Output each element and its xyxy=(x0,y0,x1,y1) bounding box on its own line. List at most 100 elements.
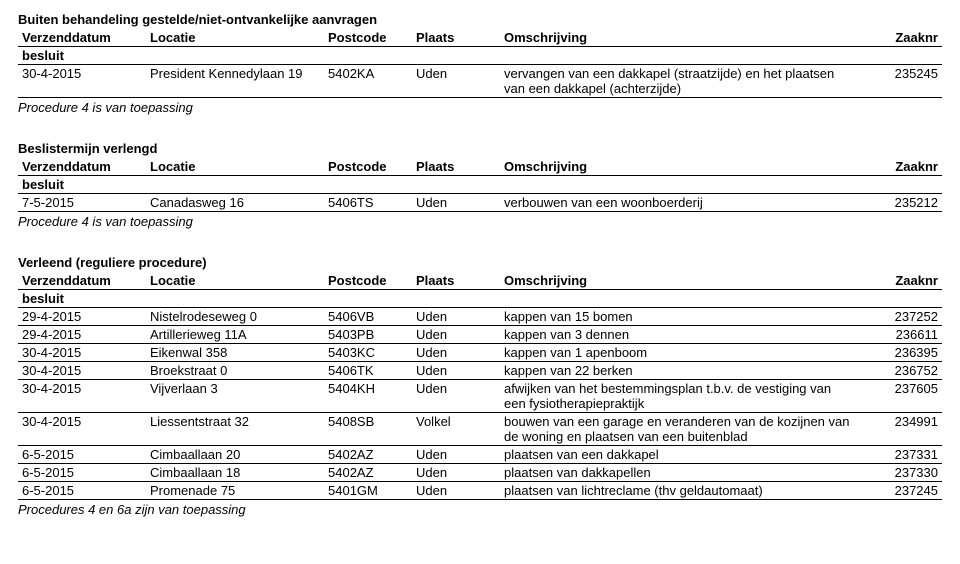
section-title: Verleend (reguliere procedure) xyxy=(18,255,942,270)
column-header: Plaats xyxy=(412,158,500,176)
data-table: VerzenddatumLocatiePostcodePlaatsOmschri… xyxy=(18,272,942,500)
table-cell: Uden xyxy=(412,482,500,500)
table-cell: 6-5-2015 xyxy=(18,464,146,482)
table-row: 30-4-2015Eikenwal 3585403KCUdenkappen va… xyxy=(18,344,942,362)
table-cell: 236752 xyxy=(854,362,942,380)
table-cell: 235245 xyxy=(854,65,942,98)
table-cell: 235212 xyxy=(854,194,942,212)
table-cell: 5406TK xyxy=(324,362,412,380)
table-cell: 5402AZ xyxy=(324,464,412,482)
table-cell: Promenade 75 xyxy=(146,482,324,500)
column-header: Omschrijving xyxy=(500,29,854,47)
column-header: Plaats xyxy=(412,272,500,290)
data-table: VerzenddatumLocatiePostcodePlaatsOmschri… xyxy=(18,29,942,98)
table-cell: kappen van 3 dennen xyxy=(500,326,854,344)
table-cell: Vijverlaan 3 xyxy=(146,380,324,413)
table-cell: kappen van 15 bomen xyxy=(500,308,854,326)
table-row: 6-5-2015Cimbaallaan 185402AZUdenplaatsen… xyxy=(18,464,942,482)
subheader-besluit: besluit xyxy=(18,290,146,308)
table-cell: Uden xyxy=(412,446,500,464)
table-cell: 30-4-2015 xyxy=(18,65,146,98)
table-cell: 5401GM xyxy=(324,482,412,500)
table-cell: 30-4-2015 xyxy=(18,413,146,446)
section-title: Buiten behandeling gestelde/niet-ontvank… xyxy=(18,12,942,27)
table-row: 6-5-2015Cimbaallaan 205402AZUdenplaatsen… xyxy=(18,446,942,464)
table-row: 30-4-2015Vijverlaan 35404KHUdenafwijken … xyxy=(18,380,942,413)
table-cell: 236611 xyxy=(854,326,942,344)
table-row: 7-5-2015Canadasweg 165406TSUdenverbouwen… xyxy=(18,194,942,212)
table-cell: Artillerieweg 11A xyxy=(146,326,324,344)
table-cell: President Kennedylaan 19 xyxy=(146,65,324,98)
column-header: Zaaknr xyxy=(854,158,942,176)
table-cell: 5408SB xyxy=(324,413,412,446)
table-cell: Nistelrodeseweg 0 xyxy=(146,308,324,326)
table-cell: Canadasweg 16 xyxy=(146,194,324,212)
procedure-note: Procedures 4 en 6a zijn van toepassing xyxy=(18,502,942,517)
table-cell: Cimbaallaan 18 xyxy=(146,464,324,482)
section-title: Beslistermijn verlengd xyxy=(18,141,942,156)
table-cell: 6-5-2015 xyxy=(18,446,146,464)
table-cell: Cimbaallaan 20 xyxy=(146,446,324,464)
table-cell: kappen van 1 apenboom xyxy=(500,344,854,362)
table-cell: bouwen van een garage en veranderen van … xyxy=(500,413,854,446)
table-cell: Eikenwal 358 xyxy=(146,344,324,362)
table-row: 30-4-2015Broekstraat 05406TKUdenkappen v… xyxy=(18,362,942,380)
column-header: Locatie xyxy=(146,29,324,47)
table-cell: Uden xyxy=(412,464,500,482)
table-row: 30-4-2015President Kennedylaan 195402KAU… xyxy=(18,65,942,98)
table-cell: Uden xyxy=(412,326,500,344)
table-cell: 236395 xyxy=(854,344,942,362)
table-cell: 5403KC xyxy=(324,344,412,362)
table-cell: 237245 xyxy=(854,482,942,500)
table-cell: verbouwen van een woonboerderij xyxy=(500,194,854,212)
section: Beslistermijn verlengd VerzenddatumLocati… xyxy=(18,141,942,229)
table-cell: Uden xyxy=(412,344,500,362)
column-header: Verzenddatum xyxy=(18,29,146,47)
table-cell: Uden xyxy=(412,65,500,98)
table-cell: 29-4-2015 xyxy=(18,308,146,326)
table-cell: 5406VB xyxy=(324,308,412,326)
table-cell: 5403PB xyxy=(324,326,412,344)
table-cell: 5406TS xyxy=(324,194,412,212)
table-row: 6-5-2015Promenade 755401GMUdenplaatsen v… xyxy=(18,482,942,500)
table-cell: plaatsen van lichtreclame (thv geldautom… xyxy=(500,482,854,500)
section: Buiten behandeling gestelde/niet-ontvank… xyxy=(18,12,942,115)
column-header: Omschrijving xyxy=(500,158,854,176)
table-cell: 237330 xyxy=(854,464,942,482)
table-cell: Broekstraat 0 xyxy=(146,362,324,380)
table-cell: 7-5-2015 xyxy=(18,194,146,212)
table-row: 29-4-2015Nistelrodeseweg 05406VBUdenkapp… xyxy=(18,308,942,326)
column-header: Zaaknr xyxy=(854,29,942,47)
procedure-note: Procedure 4 is van toepassing xyxy=(18,100,942,115)
column-header: Postcode xyxy=(324,272,412,290)
table-cell: afwijken van het bestemmingsplan t.b.v. … xyxy=(500,380,854,413)
column-header: Zaaknr xyxy=(854,272,942,290)
table-row: 29-4-2015Artillerieweg 11A5403PBUdenkapp… xyxy=(18,326,942,344)
table-cell: Uden xyxy=(412,380,500,413)
table-cell: 5404KH xyxy=(324,380,412,413)
table-cell: 5402KA xyxy=(324,65,412,98)
column-header: Verzenddatum xyxy=(18,272,146,290)
column-header: Postcode xyxy=(324,29,412,47)
table-cell: 237252 xyxy=(854,308,942,326)
table-cell: Uden xyxy=(412,194,500,212)
column-header: Locatie xyxy=(146,158,324,176)
column-header: Plaats xyxy=(412,29,500,47)
table-cell: vervangen van een dakkapel (straatzijde)… xyxy=(500,65,854,98)
column-header: Postcode xyxy=(324,158,412,176)
section: Verleend (reguliere procedure) Verzenddat… xyxy=(18,255,942,517)
table-cell: 6-5-2015 xyxy=(18,482,146,500)
table-cell: 30-4-2015 xyxy=(18,380,146,413)
table-cell: Uden xyxy=(412,308,500,326)
subheader-besluit: besluit xyxy=(18,47,146,65)
table-cell: 5402AZ xyxy=(324,446,412,464)
procedure-note: Procedure 4 is van toepassing xyxy=(18,214,942,229)
column-header: Omschrijving xyxy=(500,272,854,290)
table-cell: 30-4-2015 xyxy=(18,362,146,380)
table-cell: plaatsen van dakkapellen xyxy=(500,464,854,482)
table-cell: Liessentstraat 32 xyxy=(146,413,324,446)
table-row: 30-4-2015Liessentstraat 325408SBVolkelbo… xyxy=(18,413,942,446)
table-cell: plaatsen van een dakkapel xyxy=(500,446,854,464)
column-header: Verzenddatum xyxy=(18,158,146,176)
table-cell: 237331 xyxy=(854,446,942,464)
